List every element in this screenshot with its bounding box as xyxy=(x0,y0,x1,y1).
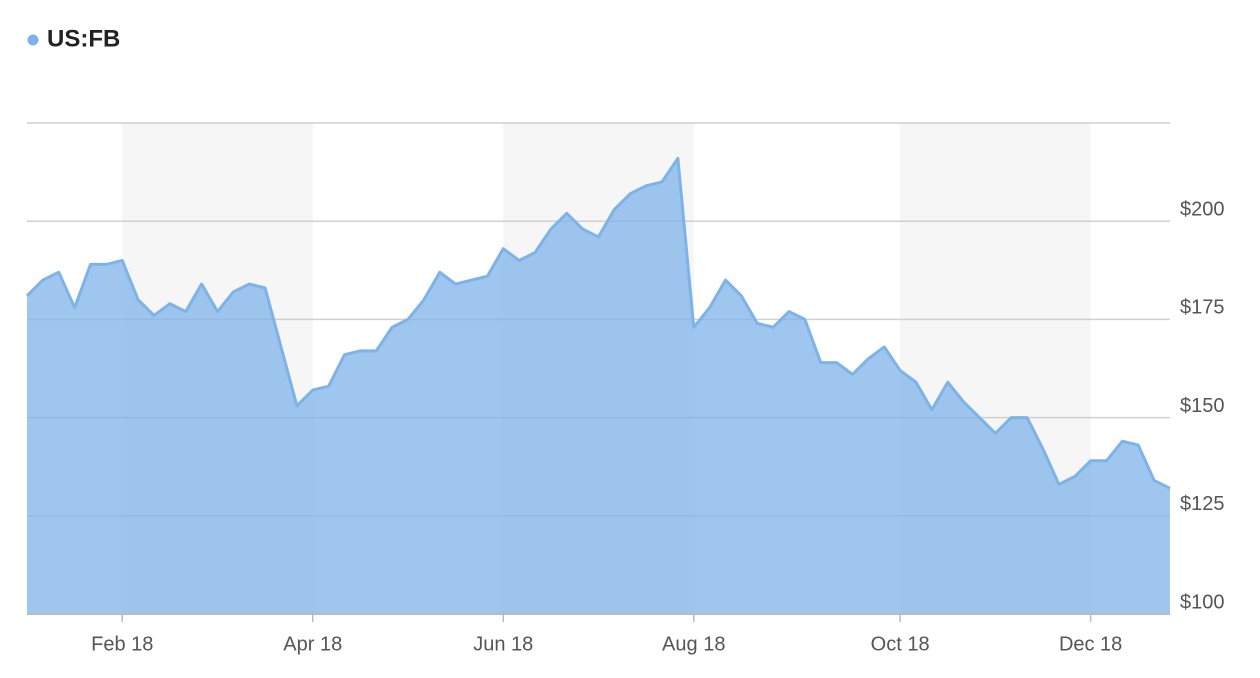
y-tick-label: $100 xyxy=(1180,591,1225,613)
x-tick-label: Dec 18 xyxy=(1059,633,1122,655)
x-tick-label: Jun 18 xyxy=(473,633,533,655)
x-tick-label: Aug 18 xyxy=(662,633,725,655)
y-tick-label: $125 xyxy=(1180,493,1225,515)
y-tick-label: $150 xyxy=(1180,395,1225,417)
x-tick-label: Oct 18 xyxy=(871,633,930,655)
line xyxy=(25,156,1171,490)
legend-marker xyxy=(27,34,39,46)
x-tick-label: Feb 18 xyxy=(91,633,153,655)
y-tick-label: $200 xyxy=(1180,198,1225,220)
y-tick-label: $175 xyxy=(1180,297,1225,319)
area xyxy=(27,158,1170,614)
legend-label: US:FB xyxy=(47,25,120,52)
x-tick-label: Apr 18 xyxy=(283,633,342,655)
